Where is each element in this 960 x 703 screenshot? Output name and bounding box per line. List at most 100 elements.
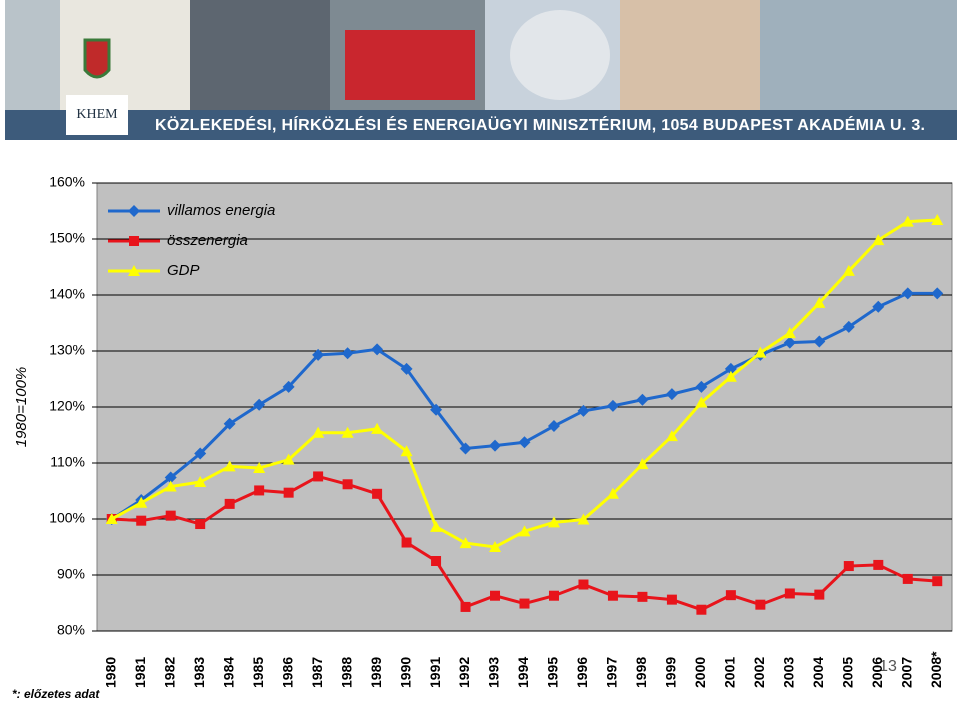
logo-text: KHEM bbox=[76, 107, 118, 122]
point bbox=[194, 447, 207, 460]
point bbox=[136, 515, 147, 526]
point bbox=[341, 347, 354, 360]
x-tick-label: 1981 bbox=[132, 657, 148, 688]
x-tick-label: 2000 bbox=[692, 657, 708, 688]
y-tick-label: 80% bbox=[57, 622, 85, 638]
point bbox=[783, 336, 796, 349]
legend-label: villamos energia bbox=[167, 202, 275, 219]
point bbox=[755, 599, 766, 610]
x-tick-label: 1996 bbox=[574, 657, 590, 688]
point bbox=[223, 417, 236, 430]
point bbox=[165, 510, 176, 521]
point bbox=[431, 556, 442, 566]
point bbox=[931, 213, 944, 225]
point bbox=[282, 453, 295, 465]
x-tick-label: 1991 bbox=[427, 657, 443, 688]
x-tick-label: 2005 bbox=[840, 657, 856, 688]
point bbox=[784, 588, 795, 599]
point bbox=[606, 487, 619, 499]
point bbox=[872, 300, 885, 313]
x-tick-label: 1997 bbox=[604, 657, 620, 688]
x-tick-label: 2006 bbox=[869, 657, 885, 688]
point bbox=[665, 430, 678, 442]
point bbox=[489, 541, 502, 552]
point bbox=[400, 445, 413, 457]
point bbox=[254, 485, 265, 496]
point bbox=[932, 576, 943, 587]
point bbox=[518, 525, 531, 537]
point bbox=[282, 380, 295, 393]
point bbox=[636, 393, 649, 406]
series bbox=[105, 213, 944, 552]
point bbox=[548, 590, 559, 601]
point bbox=[105, 513, 118, 524]
point bbox=[342, 479, 353, 490]
point bbox=[194, 476, 207, 488]
y-axis-label: 1980=100% bbox=[13, 367, 30, 448]
x-tick-label: 2007 bbox=[898, 657, 914, 688]
point bbox=[695, 380, 708, 393]
point bbox=[842, 320, 855, 333]
x-tick-label: 1995 bbox=[545, 657, 561, 688]
x-tick-label: 1993 bbox=[486, 657, 502, 688]
point bbox=[754, 346, 767, 358]
point bbox=[695, 396, 708, 408]
x-tick-label: 1986 bbox=[279, 657, 295, 688]
point bbox=[547, 516, 560, 528]
y-tick-label: 100% bbox=[49, 510, 85, 526]
point bbox=[223, 460, 236, 472]
point bbox=[430, 520, 443, 532]
page-number: 13 bbox=[879, 658, 897, 675]
point bbox=[873, 559, 884, 570]
point bbox=[901, 287, 914, 300]
point bbox=[164, 480, 177, 492]
x-tick-label: 1990 bbox=[397, 657, 413, 688]
point bbox=[430, 403, 443, 416]
point bbox=[696, 604, 707, 615]
x-tick-label: 1994 bbox=[515, 657, 531, 688]
point bbox=[459, 537, 472, 549]
point bbox=[129, 236, 139, 246]
point bbox=[843, 561, 854, 572]
point bbox=[128, 205, 140, 217]
point bbox=[371, 343, 384, 356]
point bbox=[813, 296, 826, 308]
point bbox=[783, 327, 796, 339]
point bbox=[902, 573, 913, 584]
point bbox=[577, 513, 590, 525]
x-tick-label: 1989 bbox=[368, 657, 384, 688]
point bbox=[725, 590, 736, 601]
point bbox=[313, 471, 324, 482]
x-tick-label: 1988 bbox=[338, 657, 354, 688]
x-tick-label: 1999 bbox=[663, 657, 679, 688]
point bbox=[224, 498, 235, 509]
point bbox=[636, 458, 649, 470]
x-tick-label: 2003 bbox=[781, 657, 797, 688]
point bbox=[135, 496, 148, 508]
x-tick-label: 1982 bbox=[161, 657, 177, 688]
point bbox=[724, 370, 737, 382]
point bbox=[283, 487, 294, 498]
point bbox=[931, 287, 944, 300]
x-tick-label: 1983 bbox=[191, 657, 207, 688]
y-tick-label: 140% bbox=[49, 286, 85, 302]
y-tick-label: 110% bbox=[50, 454, 85, 470]
x-tick-label: 1980 bbox=[102, 657, 118, 688]
point bbox=[459, 442, 472, 455]
point bbox=[666, 594, 677, 605]
y-tick-label: 90% bbox=[57, 566, 85, 582]
point bbox=[490, 590, 501, 601]
x-tick-label: 1984 bbox=[220, 657, 236, 688]
point bbox=[489, 439, 502, 452]
point bbox=[577, 404, 590, 417]
y-tick-label: 160% bbox=[49, 174, 85, 190]
x-tick-label: 2004 bbox=[810, 657, 826, 688]
point bbox=[401, 537, 412, 548]
x-tick-label: 1998 bbox=[633, 657, 649, 688]
header-title: KÖZLEKEDÉSI, HÍRKÖZLÉSI ÉS ENERGIAÜGYI M… bbox=[155, 115, 925, 134]
y-tick-label: 120% bbox=[49, 398, 85, 414]
point bbox=[724, 362, 737, 375]
x-tick-label: 1992 bbox=[456, 657, 472, 688]
point bbox=[842, 264, 855, 276]
